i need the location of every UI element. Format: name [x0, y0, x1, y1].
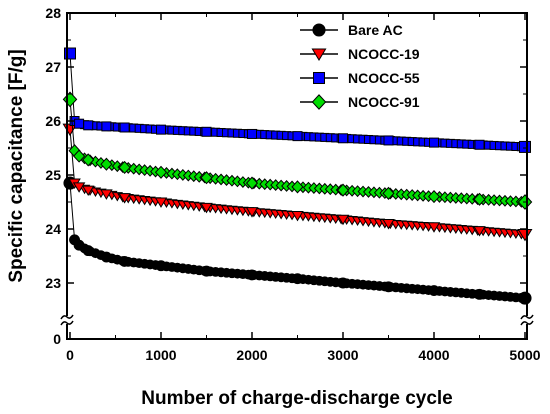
data-point	[473, 192, 486, 206]
series-ncocc-19	[62, 123, 533, 242]
legend-marker	[311, 94, 327, 110]
legend-label: NCOCC-19	[348, 46, 420, 62]
data-point	[154, 197, 168, 208]
data-point	[337, 277, 349, 289]
data-point	[154, 165, 168, 179]
data-point	[81, 185, 95, 197]
data-point	[82, 245, 94, 257]
data-point	[200, 171, 213, 185]
series-ncocc-91	[62, 91, 533, 210]
data-point	[100, 189, 113, 200]
data-point	[73, 149, 86, 163]
data-point	[156, 124, 166, 135]
data-point	[245, 176, 259, 190]
axis-break-gap-left	[61, 316, 73, 324]
data-point	[382, 186, 395, 200]
data-point	[74, 118, 85, 129]
x-tick-label: 1000	[145, 347, 176, 363]
y-tick-label: 28	[45, 5, 61, 21]
data-point	[101, 121, 112, 132]
legend-marker	[311, 48, 327, 62]
series-ncocc-55	[64, 47, 531, 153]
y-axis-title: Specific capacitance [F/g]	[6, 49, 27, 282]
data-point	[336, 183, 350, 197]
y-tick-label: 25	[45, 167, 61, 183]
data-point	[62, 91, 78, 108]
legend-label: Bare AC	[348, 22, 403, 38]
legend-label: NCOCC-91	[348, 94, 420, 110]
data-point	[429, 137, 439, 148]
data-point	[201, 265, 212, 277]
legend-marker	[313, 72, 325, 84]
data-point	[83, 120, 94, 131]
data-point	[73, 239, 85, 251]
data-point	[119, 255, 131, 267]
x-tick-label: 2000	[236, 347, 267, 363]
axis-break-mark-right	[520, 320, 534, 326]
data-point	[383, 281, 394, 293]
data-point	[382, 219, 395, 230]
data-point	[383, 135, 394, 146]
data-point	[155, 260, 167, 272]
data-point	[64, 47, 76, 60]
data-point	[82, 153, 95, 167]
data-point	[427, 190, 441, 204]
data-point	[72, 182, 86, 193]
x-tick-label: 5000	[509, 347, 540, 363]
legend-marker	[312, 23, 326, 37]
legend-label: NCOCC-55	[348, 70, 420, 86]
data-point	[518, 291, 532, 305]
data-point	[473, 226, 486, 237]
y-tick-label: 23	[45, 275, 61, 291]
data-point	[292, 273, 303, 285]
plot-data	[62, 47, 533, 305]
data-point	[474, 288, 485, 300]
data-point	[474, 139, 485, 150]
data-point	[200, 202, 213, 214]
legend-entry: NCOCC-55	[300, 70, 420, 86]
x-tick-label: 0	[66, 347, 74, 363]
axis-break-mark-left	[60, 314, 74, 320]
data-point	[118, 193, 131, 204]
y-tick-label: 24	[45, 221, 61, 237]
legend-entry: NCOCC-19	[300, 46, 420, 62]
data-point	[292, 131, 303, 142]
data-point	[427, 222, 441, 233]
axis-break-mark-left	[60, 320, 74, 326]
data-point	[519, 140, 531, 153]
data-point	[247, 128, 257, 139]
axis-break-gap-right	[521, 316, 533, 324]
axes: 0 1000 2000 3000 4000 5000 23 24 25 26 27 28 0	[45, 5, 540, 363]
x-tick-label: 3000	[327, 347, 358, 363]
legend: Bare AC NCOCC-19 NCOCC-55 NCOCC-91	[300, 22, 420, 110]
x-axis-title: Number of charge-discharge cycle	[141, 388, 453, 409]
y-break-label: 0	[53, 331, 61, 347]
data-point	[246, 269, 258, 281]
data-point	[291, 180, 304, 194]
axis-break-mark-right	[520, 314, 534, 320]
data-point	[245, 207, 259, 218]
y-tick-label: 27	[45, 59, 61, 75]
data-point	[291, 210, 304, 222]
data-point	[428, 285, 440, 297]
data-point	[338, 133, 348, 144]
legend-entry: Bare AC	[300, 22, 403, 38]
data-point	[118, 160, 131, 175]
data-point	[336, 214, 350, 226]
data-point	[201, 126, 212, 137]
data-point	[100, 157, 113, 171]
data-point	[119, 122, 130, 133]
data-point	[100, 251, 112, 263]
legend-entry: NCOCC-91	[300, 94, 420, 110]
y-tick-label: 26	[45, 113, 61, 129]
x-tick-label: 4000	[418, 347, 449, 363]
